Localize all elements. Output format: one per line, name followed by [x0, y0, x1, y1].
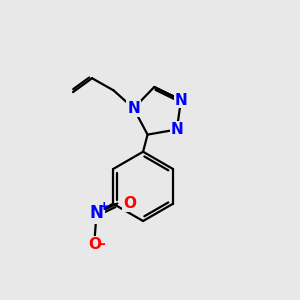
- Text: O: O: [88, 237, 101, 252]
- Text: +: +: [98, 200, 109, 213]
- Text: N: N: [127, 101, 140, 116]
- Text: N: N: [175, 92, 188, 107]
- Text: O: O: [123, 196, 136, 211]
- Text: N: N: [170, 122, 183, 137]
- Text: -: -: [100, 237, 105, 251]
- Text: N: N: [90, 204, 104, 222]
